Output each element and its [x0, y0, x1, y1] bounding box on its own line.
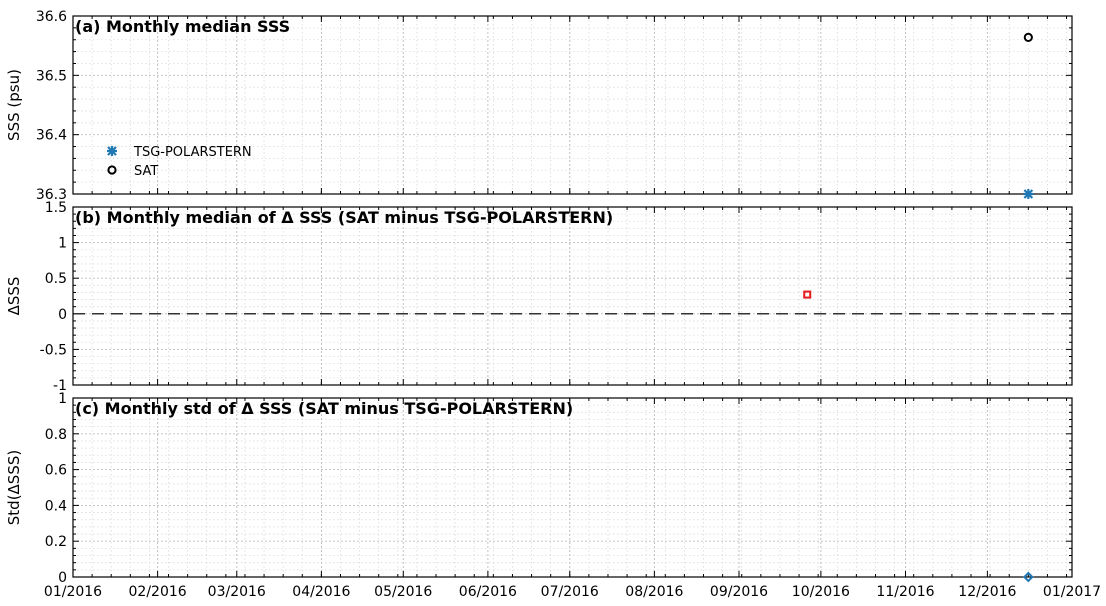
legend-label-0: TSG-POLARSTERN — [133, 145, 252, 160]
panel-1-y-label: SSS (psu) — [5, 69, 23, 141]
x-tick-label: 08/2016 — [625, 584, 683, 600]
panel-2-y-tick-label: -0.5 — [40, 342, 67, 358]
x-tick-label: 02/2016 — [129, 584, 187, 600]
panel-2-y-tick-label: -1 — [53, 378, 67, 394]
panel-2-y-label: ΔSSS — [5, 277, 23, 316]
legend-marker-1 — [107, 165, 117, 175]
panel-2-grid — [72, 206, 1073, 386]
panel-3-grid — [72, 397, 1073, 578]
panel-2-y-tick-label: 0 — [58, 307, 67, 323]
x-tick-label: 09/2016 — [710, 584, 768, 600]
panel-3-y-tick-label: 0.2 — [45, 534, 67, 550]
panel-3-y-tick-label: 0.4 — [45, 498, 67, 514]
x-tick-label: 04/2016 — [292, 584, 350, 600]
panel-3-title: (c) Monthly std of Δ SSS (SAT minus TSG-… — [75, 399, 573, 418]
panel-2-axes — [72, 206, 1073, 386]
panel-2-y-tick-label: 1 — [58, 236, 67, 252]
x-tick-label: 12/2016 — [958, 584, 1016, 600]
panel-3-point-0-0 — [1022, 571, 1034, 583]
panel-3-y-label: Std(ΔSSS) — [5, 450, 23, 525]
panel-1-y-tick-label: 36.6 — [36, 9, 67, 25]
panel-3-y-tick-label: 0 — [58, 570, 67, 586]
panel-3: 0 0.2 0.4 0.6 0.8 1 (c) Monthly std of Δ SSS (… — [5, 391, 1073, 586]
panel-1-y-tick-label: 36.5 — [36, 68, 67, 84]
x-tick-label: 03/2016 — [208, 584, 266, 600]
panel-2-title: (b) Monthly median of Δ SSS (SAT minus T… — [75, 208, 613, 227]
panel-2-y-tick-label: 1.5 — [45, 200, 67, 216]
panel-1-y-tick-label: 36.3 — [36, 187, 67, 203]
x-tick-label: 05/2016 — [374, 584, 432, 600]
panel-2-y-tick-label: 0.5 — [45, 271, 67, 287]
legend-marker-0 — [107, 146, 117, 156]
panel-1-y-tick-label: 36.4 — [36, 128, 67, 144]
x-tick-label: 07/2016 — [541, 584, 599, 600]
panel-1-axes — [72, 15, 1073, 195]
panel-1: 36.3 36.4 36.5 36.6 (a) Monthly median SSS SS… — [5, 9, 1073, 203]
panel-3-y-tick-label: 1 — [58, 391, 67, 407]
panel-1-point-0-0 — [1023, 189, 1034, 199]
panel-3-y-tick-label: 0.6 — [45, 463, 67, 479]
x-tick-label: 01/2017 — [1043, 584, 1101, 600]
legend-label-1: SAT — [134, 164, 158, 179]
panel-1-point-1-0 — [1023, 32, 1033, 42]
panel-3-y-tick-label: 0.8 — [45, 427, 67, 443]
x-tick-label: 10/2016 — [792, 584, 850, 600]
panel-2: -1 -0.5 0 0.5 1 1.5 (b) Monthly median of Δ SS… — [5, 200, 1073, 394]
x-tick-label: 06/2016 — [459, 584, 517, 600]
x-tick-label: 11/2016 — [876, 584, 934, 600]
legend: TSG-POLARSTERN SAT — [107, 145, 252, 179]
panel-3-axes — [72, 397, 1073, 578]
panel-1-grid — [72, 15, 1073, 195]
panel-2-point-0-0 — [803, 290, 812, 299]
panel-1-title: (a) Monthly median SSS — [75, 17, 290, 36]
x-tick-label: 01/2016 — [44, 584, 102, 600]
